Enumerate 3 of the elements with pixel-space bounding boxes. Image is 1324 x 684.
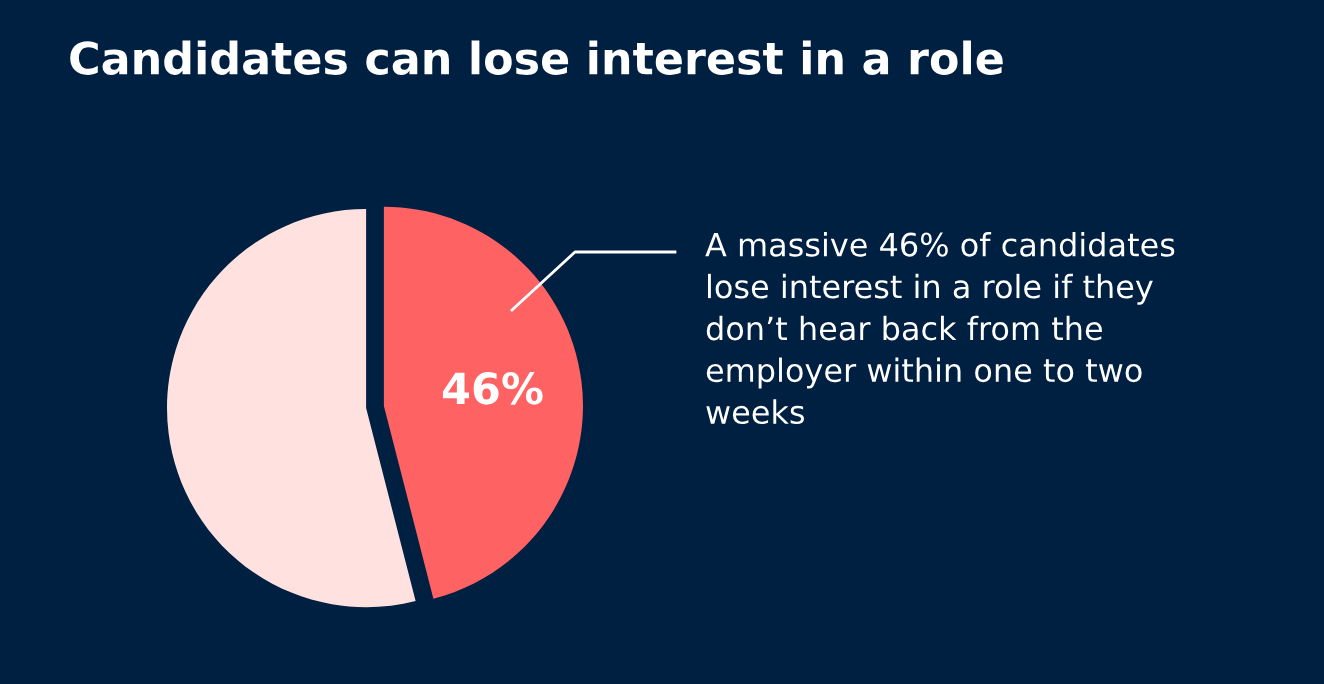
text: A massive 46% of candidates lose interest in a role if they don’t hear back from the employer within one to two weeks: [705, 232, 1175, 425]
data-label: 46%: [442, 372, 543, 405]
chart-title: Candidates can lose interest in a role: [70, 40, 1003, 75]
